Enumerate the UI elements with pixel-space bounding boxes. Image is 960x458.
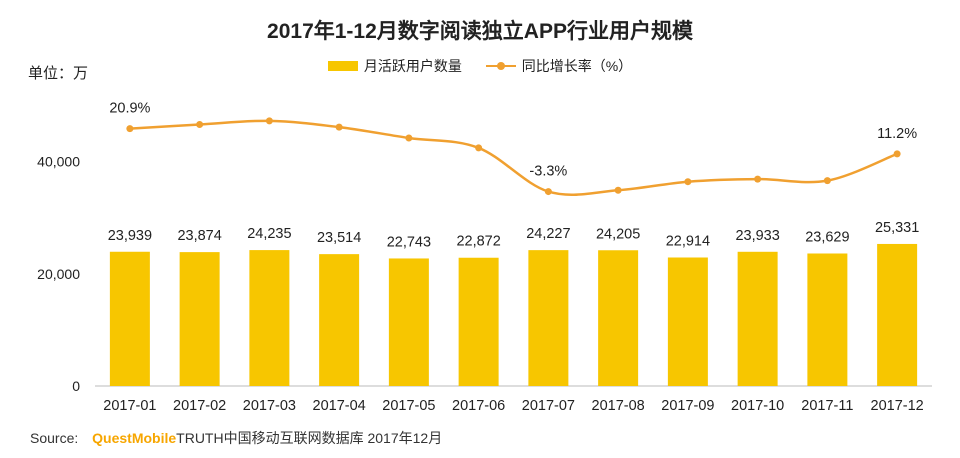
bar [667,257,708,386]
growth-rate-point [265,117,273,125]
bar-value-label: 23,939 [108,228,152,244]
bar-value-label: 22,872 [456,234,500,250]
unit-label: 单位：万 [28,65,89,82]
bar [249,250,290,386]
chart-title: 2017年1-12月数字阅读独立APP行业用户规模 [267,20,693,43]
x-tick-label: 2017-03 [243,398,296,414]
bar-value-label: 24,235 [247,226,291,242]
bar-value-label: 24,205 [596,226,640,242]
legend-line-swatch [485,61,516,71]
source-brand: QuestMobile [92,430,177,446]
bar [319,254,360,386]
x-tick-label: 2017-02 [173,398,226,414]
growth-rate-label: -3.3% [529,164,567,180]
bar [737,251,778,386]
bar [807,253,848,386]
legend-item-bar[interactable]: 月活跃用户数量 [327,56,462,76]
growth-rate-point [614,186,622,194]
legend: 月活跃用户数量 同比增长率（%） [0,56,960,76]
x-tick-label: 2017-08 [592,398,645,414]
bar-value-label: 22,743 [387,234,431,250]
legend-bar-label: 月活跃用户数量 [363,58,462,74]
bar [179,252,220,386]
growth-rate-point [475,144,483,152]
growth-rate-point [893,150,901,158]
x-tick-label: 2017-04 [313,398,366,414]
bar [877,243,918,386]
bar-value-label: 22,914 [666,234,710,250]
y-tick-label: 0 [72,378,80,394]
x-tick-label: 2017-06 [452,398,505,414]
x-tick-label: 2017-10 [731,398,784,414]
source-line: Source: QuestMobileTRUTH中国移动互联网数据库 2017年… [30,428,442,448]
bar-value-label: 24,227 [526,226,570,242]
x-tick-label: 2017-01 [103,398,156,414]
growth-rate-line [129,119,898,196]
x-tick-label: 2017-09 [661,398,714,414]
bar-value-label: 23,514 [317,230,361,246]
growth-rate-point [405,134,413,142]
bar [528,250,569,386]
bar-value-label: 25,331 [875,220,919,236]
bar [388,258,429,386]
bar [598,250,639,386]
x-tick-label: 2017-05 [382,398,435,414]
bar-value-label: 23,874 [177,228,221,244]
bar [109,251,150,386]
growth-rate-point [823,177,831,185]
source-prefix: Source: [30,430,79,446]
legend-line-label: 同比增长率（%） [521,58,633,74]
growth-rate-label: 11.2% [877,126,917,142]
growth-rate-point [335,123,343,131]
bar-value-label: 23,629 [805,229,849,245]
legend-item-line[interactable]: 同比增长率（%） [485,56,633,76]
growth-rate-point [754,175,762,183]
growth-rate-point [126,125,134,133]
x-tick-label: 2017-12 [871,398,924,414]
x-tick-label: 2017-07 [522,398,575,414]
x-tick-label: 2017-11 [801,398,853,414]
y-tick-label: 20,000 [37,266,80,282]
bar-value-label: 23,933 [735,228,779,244]
growth-rate-point [684,178,692,186]
y-tick-label: 40,000 [37,154,80,170]
source-text: TRUTH中国移动互联网数据库 2017年12月 [176,430,443,446]
growth-rate-point [544,188,552,196]
growth-rate-label: 20.9% [109,101,150,117]
bar [458,257,499,386]
legend-bar-swatch [327,61,358,71]
growth-rate-point [196,121,204,128]
